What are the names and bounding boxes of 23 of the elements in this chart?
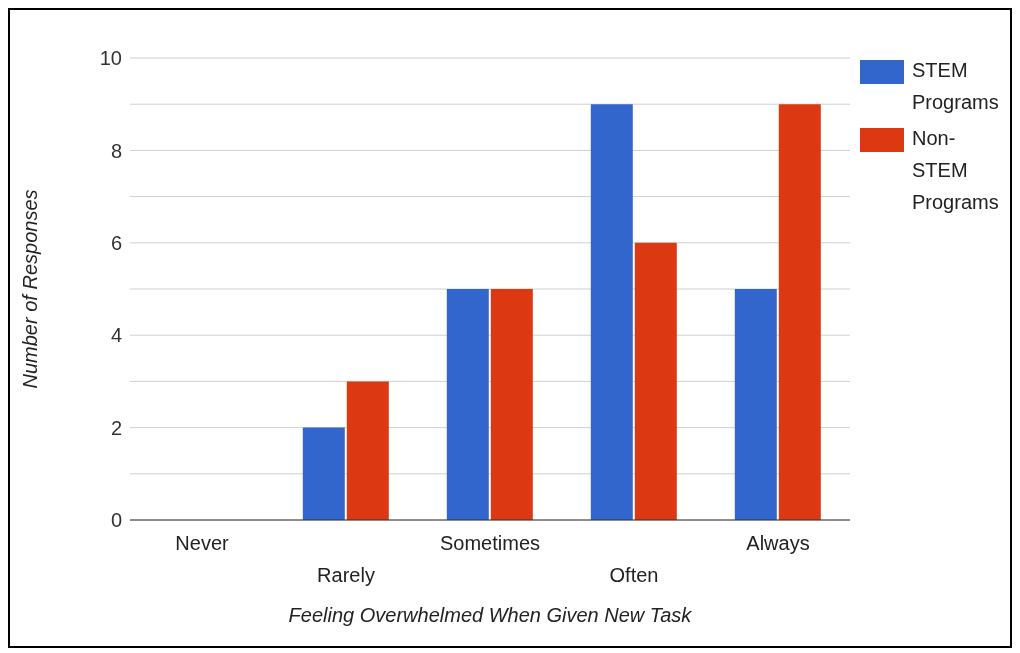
x-tick-label: Never [175,532,230,554]
y-axis-title: Number of Responses [19,189,42,389]
y-tick-label: 10 [99,47,122,70]
x-tick-label: Sometimes [439,532,541,554]
y-tick-label: 2 [110,416,122,439]
x-tick-label: Often [609,564,659,586]
bar [634,242,677,520]
bar [778,104,821,520]
bar [590,104,633,520]
y-tick-label: 0 [110,509,122,532]
y-tick-label: 6 [110,231,122,254]
x-tick-label: Rarely [317,564,375,586]
bar [490,289,533,520]
bar [346,381,389,520]
legend-label: STEM Programs [912,58,999,115]
x-axis-title: Feeling Overwhelmed When Given New Task [288,604,693,626]
y-tick-label: 4 [110,324,122,347]
bar [734,289,777,520]
bar [446,289,489,520]
x-tick-label: Always [746,532,810,554]
legend-label: Non-STEM Programs [912,126,999,215]
bar [302,427,345,520]
y-tick-label: 8 [110,139,122,162]
